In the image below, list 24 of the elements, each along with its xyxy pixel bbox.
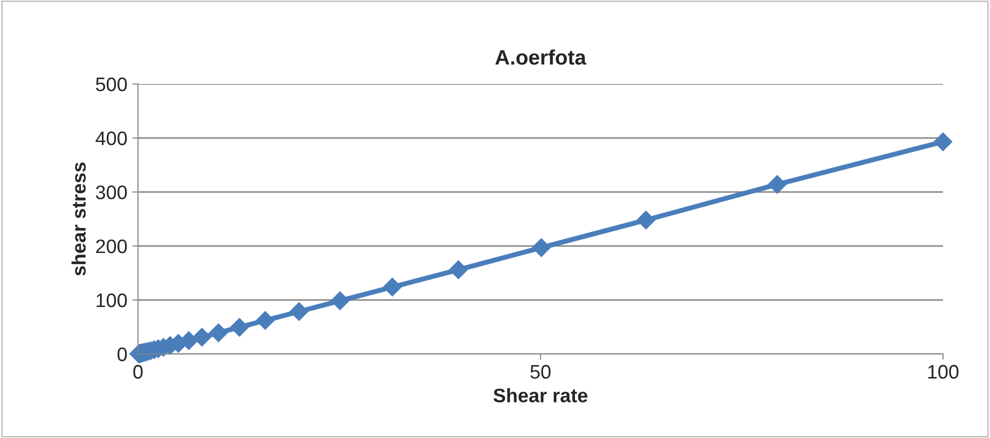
y-tick-label: 300: [96, 185, 127, 200]
point: [383, 278, 402, 296]
point: [449, 260, 468, 280]
y-axis-title: shear stress: [71, 162, 86, 276]
chart-title: A.oerfota: [495, 49, 586, 65]
x-axis-title: Shear rate: [494, 388, 588, 402]
x-tick-label: 50: [530, 364, 551, 379]
y-tick-label: 400: [96, 131, 127, 146]
point: [768, 175, 787, 194]
point: [209, 323, 228, 342]
y-tick-label: 100: [96, 293, 127, 308]
y-tick-label: 500: [96, 77, 127, 92]
x-tick-label: 0: [133, 364, 143, 379]
y-tick-label: 200: [96, 239, 127, 254]
point: [532, 238, 551, 257]
point: [256, 311, 275, 330]
point: [934, 132, 952, 152]
y-tick-label: 0: [118, 347, 127, 362]
point: [330, 291, 350, 310]
point: [192, 328, 212, 347]
point: [636, 210, 656, 230]
x-tick-label: 100: [928, 364, 958, 379]
point: [290, 302, 308, 321]
point: [230, 318, 249, 337]
